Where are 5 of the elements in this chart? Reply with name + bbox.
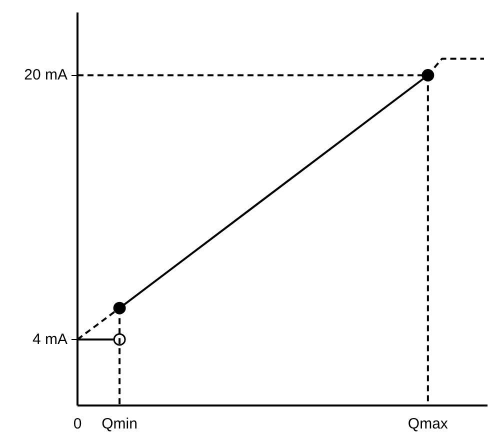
x-tick-label: Qmin bbox=[102, 416, 138, 432]
y-tick-label: 4 mA bbox=[32, 330, 68, 348]
y-tick-label: 20 mA bbox=[24, 66, 68, 84]
x-tick-label: 0 bbox=[73, 416, 82, 432]
x-tick-label: Qmax bbox=[408, 416, 448, 432]
